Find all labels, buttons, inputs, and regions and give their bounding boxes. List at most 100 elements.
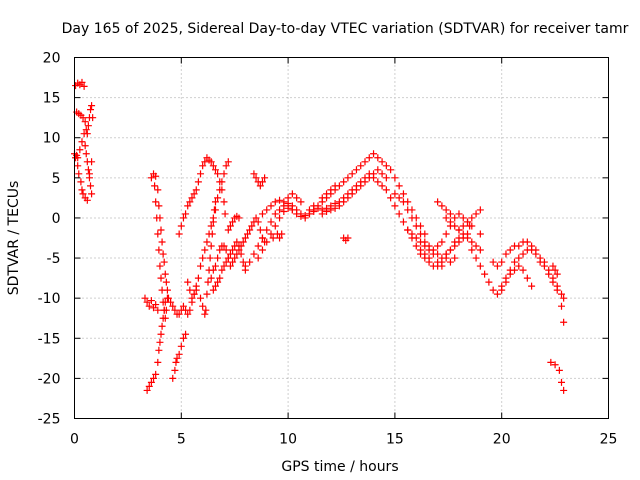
data-point	[87, 106, 95, 114]
data-point	[150, 374, 158, 382]
data-point	[233, 238, 241, 246]
data-point	[399, 198, 407, 206]
data-point	[446, 258, 454, 266]
data-point	[220, 198, 228, 206]
data-point	[256, 226, 264, 234]
data-point	[172, 358, 180, 366]
data-point	[395, 182, 403, 190]
data-point	[89, 114, 97, 122]
data-point	[258, 246, 266, 254]
series-s3	[73, 102, 97, 138]
data-point	[395, 210, 403, 218]
data-point	[451, 242, 459, 250]
y-axis-label: SDTVAR / TECUs	[6, 181, 22, 296]
data-point	[186, 306, 194, 314]
data-point	[201, 246, 209, 254]
data-point	[549, 278, 557, 286]
data-point	[365, 174, 373, 182]
data-point	[305, 206, 313, 214]
data-point	[408, 230, 416, 238]
data-point	[164, 294, 172, 302]
data-point	[404, 206, 412, 214]
data-point	[442, 214, 450, 222]
y-tick-label: 5	[52, 171, 61, 187]
x-tick-label: 15	[386, 432, 404, 448]
data-point	[192, 186, 200, 194]
data-point	[207, 242, 215, 250]
data-point	[201, 310, 209, 318]
data-point	[408, 214, 416, 222]
data-point	[152, 370, 160, 378]
data-point	[434, 242, 442, 250]
data-point	[267, 202, 275, 210]
data-point	[152, 172, 160, 180]
data-point	[412, 234, 420, 242]
data-point	[515, 262, 523, 270]
x-tick-label: 5	[177, 432, 186, 448]
data-point	[288, 190, 296, 198]
series-s16	[250, 170, 269, 190]
data-point	[160, 258, 168, 266]
data-point	[558, 290, 566, 298]
data-point	[177, 342, 185, 350]
data-point	[455, 210, 463, 218]
series-s4	[74, 130, 96, 198]
data-point	[199, 302, 207, 310]
data-point	[468, 214, 476, 222]
data-point	[207, 274, 215, 282]
data-point	[284, 202, 292, 210]
data-point	[222, 162, 230, 170]
data-point	[498, 282, 506, 290]
data-point	[348, 170, 356, 178]
data-point	[252, 214, 260, 222]
data-point	[318, 194, 326, 202]
data-point	[404, 226, 412, 234]
data-point	[179, 214, 187, 222]
data-point	[216, 186, 224, 194]
data-point	[370, 170, 378, 178]
data-point	[78, 138, 86, 146]
data-point	[214, 170, 222, 178]
data-point	[207, 158, 215, 166]
data-point	[74, 162, 82, 170]
data-point	[161, 270, 169, 278]
data-point	[188, 194, 196, 202]
data-point	[184, 202, 192, 210]
data-point	[88, 102, 96, 110]
data-point	[211, 262, 219, 270]
data-point	[155, 202, 163, 210]
data-point	[254, 218, 262, 226]
data-point	[171, 306, 179, 314]
data-point	[151, 182, 159, 190]
tick-labels: 0 5 10 15 20 25 -25 -20 -15 -10 -5 0 5 10 15 20	[38, 51, 618, 448]
data-point	[152, 198, 160, 206]
data-point	[190, 190, 198, 198]
data-point	[378, 182, 386, 190]
data-point	[442, 250, 450, 258]
data-point	[476, 230, 484, 238]
series-s28	[404, 226, 472, 270]
data-point	[429, 250, 437, 258]
data-point	[141, 294, 149, 302]
data-point	[536, 258, 544, 266]
data-point	[374, 166, 382, 174]
data-point	[201, 158, 209, 166]
data-point	[186, 198, 194, 206]
data-point	[226, 250, 234, 258]
data-point	[246, 226, 254, 234]
data-point	[560, 294, 568, 302]
data-point	[210, 206, 218, 214]
data-point	[75, 170, 83, 178]
data-point	[79, 114, 87, 122]
data-point	[481, 270, 489, 278]
data-point	[446, 246, 454, 254]
data-point	[209, 286, 217, 294]
data-point	[152, 301, 160, 309]
series-s5	[141, 294, 162, 314]
data-point	[553, 286, 561, 294]
data-point	[154, 358, 162, 366]
series-s32	[434, 198, 454, 218]
data-point	[434, 198, 442, 206]
y-tick-label: -25	[38, 412, 61, 428]
data-point	[78, 186, 86, 194]
